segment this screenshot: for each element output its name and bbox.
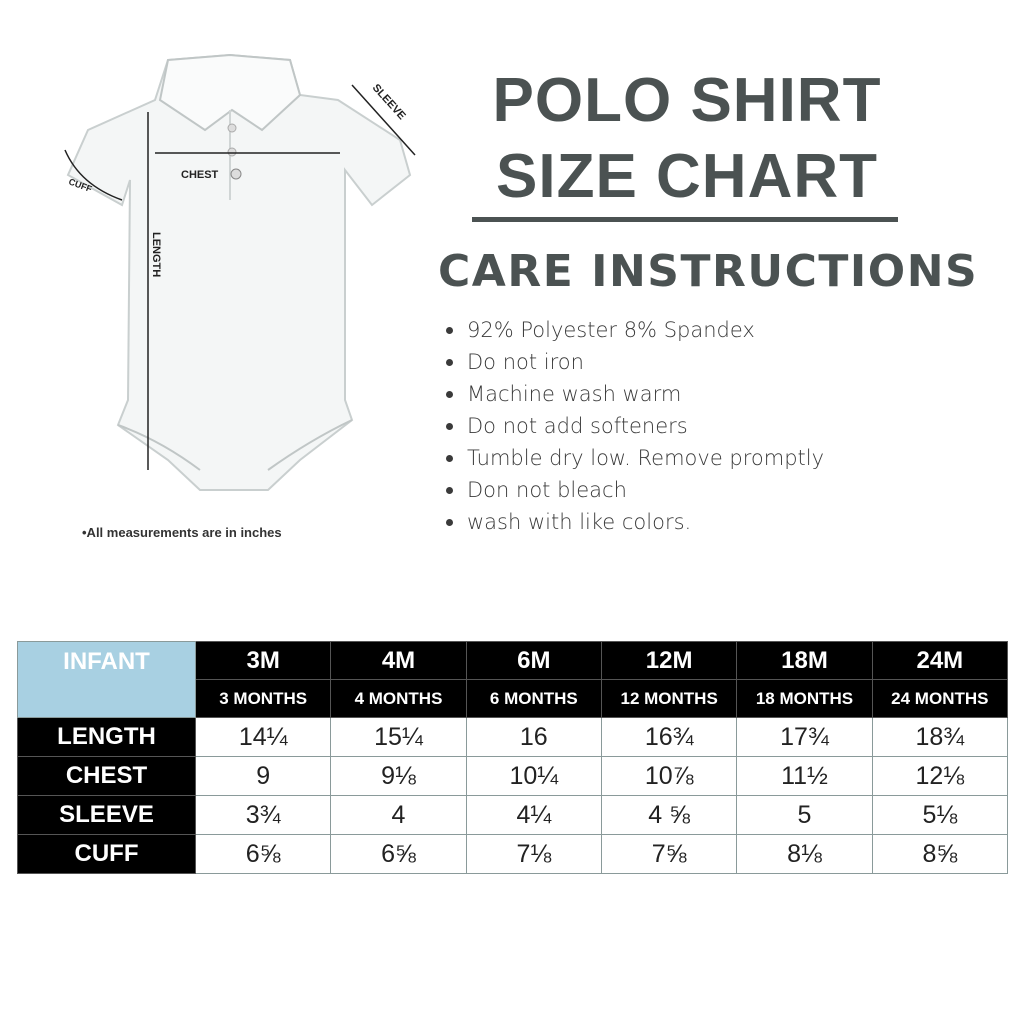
table-cell: 7⅛ (465, 834, 602, 874)
chest-label: CHEST (181, 169, 219, 181)
care-item: Don not bleach (446, 474, 824, 506)
size-header: 24M (871, 641, 1009, 680)
row-label: CHEST (17, 756, 196, 796)
size-header: 18M (736, 641, 873, 680)
table-row: SLEEVE 3¾ 4 4¼ 4 ⅝ 5 5⅛ (17, 795, 1009, 835)
size-header-row: INFANT 3M 4M 6M 12M 18M 24M (17, 641, 1009, 718)
months-header: 24 MONTHS (871, 679, 1009, 718)
table-cell: 14¼ (194, 717, 332, 757)
bullet-icon (446, 518, 453, 526)
table-cell: 8⅝ (871, 834, 1009, 874)
size-header: 12M (600, 641, 738, 680)
table-cell: 6⅝ (194, 834, 332, 874)
size-header: 4M (330, 641, 467, 680)
table-cell: 10⅞ (600, 756, 738, 796)
bodysuit-diagram: CHEST LENGTH SLEEVE CUFF (64, 53, 416, 491)
months-header: 6 MONTHS (465, 679, 602, 718)
bullet-icon (446, 326, 453, 334)
months-header-row: 3 MONTHS 4 MONTHS 6 MONTHS 12 MONTHS 18 MONT… (18, 679, 1009, 718)
care-item: 92% Polyester 8% Spandex (446, 314, 824, 346)
row-label: LENGTH (17, 717, 196, 757)
table-cell: 9⅛ (330, 756, 467, 796)
care-item: wash with like colors. (446, 506, 824, 538)
months-header: 18 MONTHS (736, 679, 873, 718)
size-table: INFANT 3M 4M 6M 12M 18M 24M 3 MONTHS 4 MONTHS 6 M… (17, 641, 1009, 874)
table-cell: 4¼ (465, 795, 602, 835)
table-row: CHEST 9 9⅛ 10¼ 10⅞ 11½ 12⅛ (17, 756, 1009, 796)
table-cell: 3¾ (194, 795, 332, 835)
size-header: 3M (194, 641, 332, 680)
table-cell: 17¾ (736, 717, 873, 757)
category-label: INFANT (17, 641, 196, 718)
bullet-icon (446, 358, 453, 366)
care-item: Do not add softeners (446, 410, 824, 442)
bullet-icon (446, 390, 453, 398)
measurement-note: •All measurements are in inches (82, 525, 282, 540)
title-divider (472, 217, 898, 222)
table-cell: 16¾ (600, 717, 738, 757)
table-cell: 5⅛ (871, 795, 1009, 835)
table-cell: 18¾ (871, 717, 1009, 757)
table-cell: 16 (465, 717, 602, 757)
table-cell: 10¼ (465, 756, 602, 796)
table-cell: 4 (330, 795, 467, 835)
table-cell: 8⅛ (736, 834, 873, 874)
table-cell: 9 (194, 756, 332, 796)
table-cell: 5 (736, 795, 873, 835)
size-header: 6M (465, 641, 602, 680)
care-item: Tumble dry low. Remove promptly (446, 442, 824, 474)
care-heading: CARE INSTRUCTIONS (438, 246, 979, 297)
table-cell: 11½ (736, 756, 873, 796)
months-header: 12 MONTHS (600, 679, 738, 718)
table-cell: 7⅝ (600, 834, 738, 874)
table-cell: 12⅛ (871, 756, 1009, 796)
table-cell: 15¼ (330, 717, 467, 757)
row-label: SLEEVE (17, 795, 196, 835)
months-header: 3 MONTHS (194, 679, 332, 718)
bullet-icon (446, 422, 453, 430)
row-label: CUFF (17, 834, 196, 874)
measurement-arrows (64, 84, 416, 470)
care-list: 92% Polyester 8% Spandex Do not iron Mac… (446, 314, 824, 538)
table-cell: 6⅝ (330, 834, 467, 874)
table-cell: 4 ⅝ (600, 795, 738, 835)
length-label: LENGTH (150, 232, 162, 277)
sleeve-label: SLEEVE (370, 82, 408, 122)
months-header: 4 MONTHS (330, 679, 467, 718)
care-item: Do not iron (446, 346, 824, 378)
table-row: LENGTH 14¼ 15¼ 16 16¾ 17¾ 18¾ (17, 717, 1009, 757)
care-item: Machine wash warm (446, 378, 824, 410)
page-title-line2: SIZE CHART (496, 142, 878, 211)
page-title-line1: POLO SHIRT (492, 66, 882, 135)
bullet-icon (446, 454, 453, 462)
bullet-icon (446, 486, 453, 494)
bodysuit-illustration (66, 53, 412, 491)
table-row: CUFF 6⅝ 6⅝ 7⅛ 7⅝ 8⅛ 8⅝ (17, 834, 1009, 874)
